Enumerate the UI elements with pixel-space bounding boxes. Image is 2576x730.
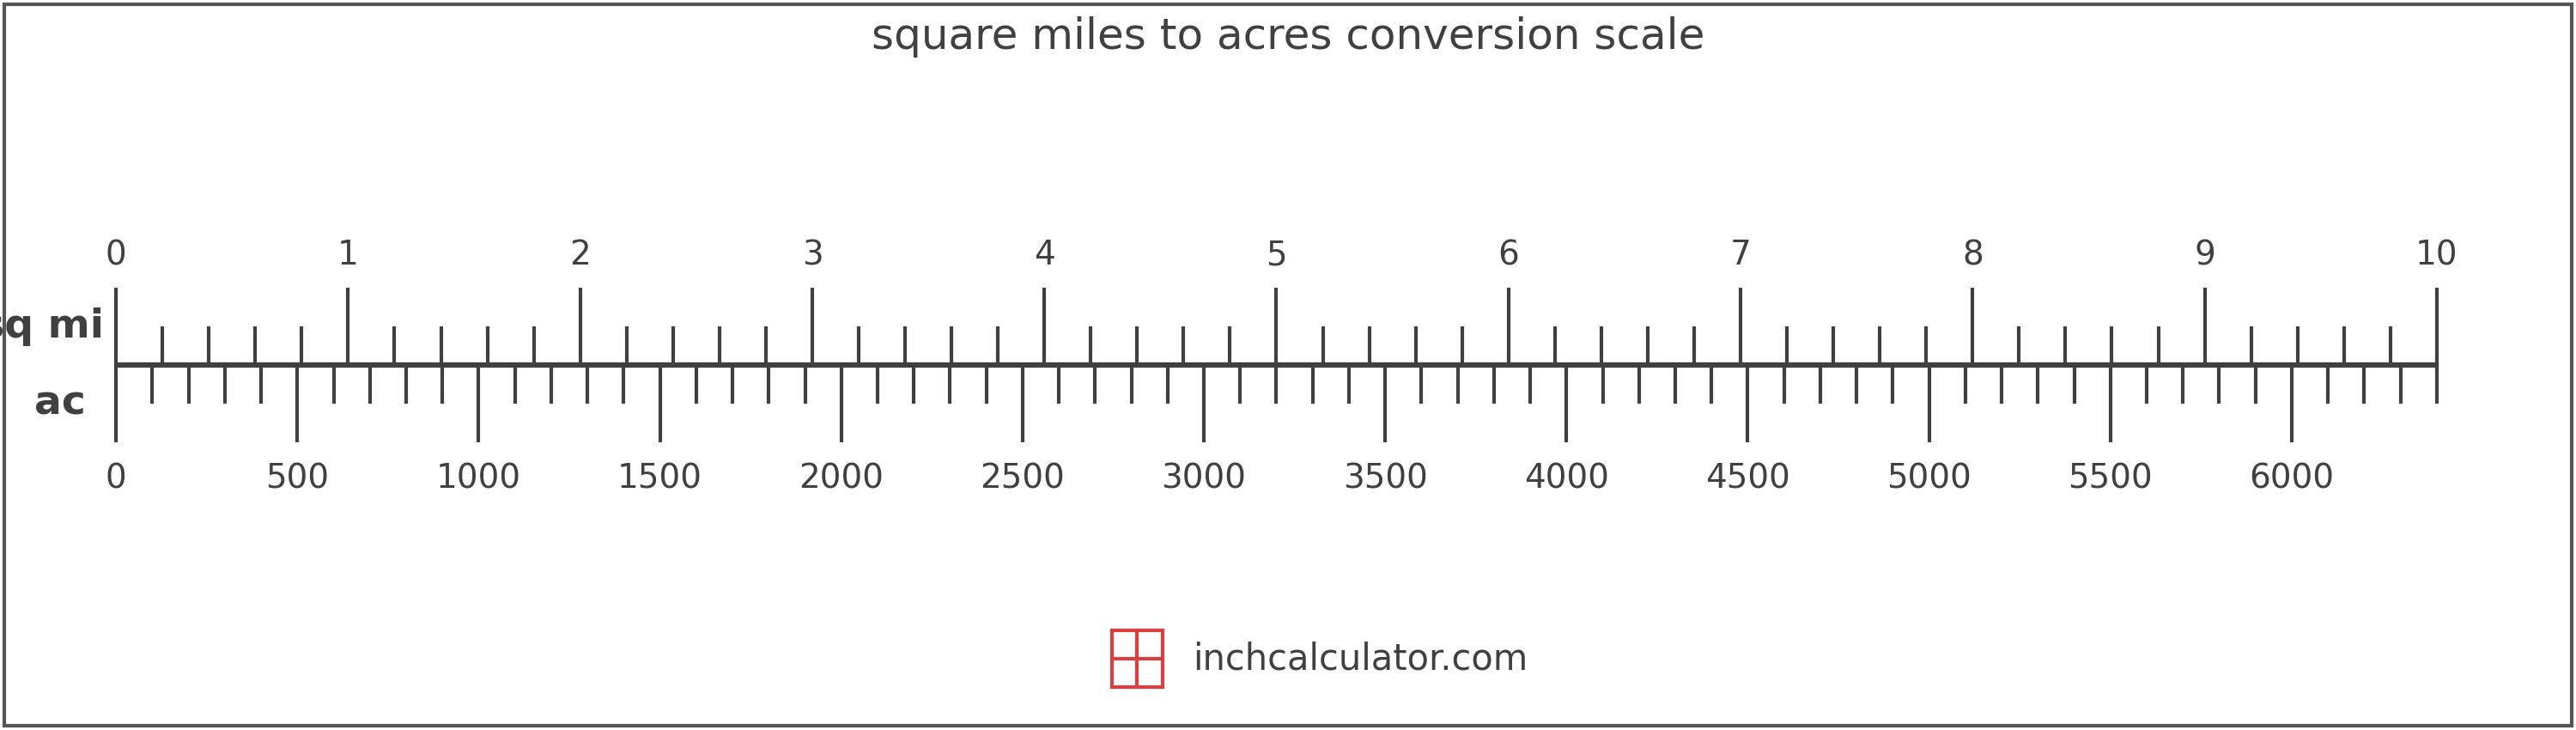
Text: 8: 8 — [1963, 239, 1984, 272]
Text: ac: ac — [33, 384, 85, 423]
Text: 10: 10 — [2416, 239, 2458, 272]
Text: 1: 1 — [337, 239, 358, 272]
Text: 1000: 1000 — [435, 462, 520, 495]
Text: 3500: 3500 — [1342, 462, 1427, 495]
Text: 6: 6 — [1497, 239, 1520, 272]
Text: 3000: 3000 — [1162, 462, 1247, 495]
Text: 2: 2 — [569, 239, 590, 272]
Text: 4500: 4500 — [1705, 462, 1790, 495]
Text: sq mi: sq mi — [0, 307, 103, 346]
Text: 7: 7 — [1731, 239, 1752, 272]
Text: 0: 0 — [106, 239, 126, 272]
Text: square miles to acres conversion scale: square miles to acres conversion scale — [871, 16, 1705, 58]
Text: 5500: 5500 — [2069, 462, 2154, 495]
Text: 1500: 1500 — [618, 462, 703, 495]
Text: 0: 0 — [106, 462, 126, 495]
Text: 2000: 2000 — [799, 462, 884, 495]
Text: 9: 9 — [2195, 239, 2215, 272]
Text: 500: 500 — [265, 462, 330, 495]
Text: 5000: 5000 — [1886, 462, 1971, 495]
Text: 4: 4 — [1033, 239, 1056, 272]
Text: inchcalculator.com: inchcalculator.com — [1193, 641, 1528, 677]
Text: 2500: 2500 — [979, 462, 1064, 495]
Text: 6000: 6000 — [2249, 462, 2334, 495]
Text: 5: 5 — [1265, 239, 1288, 272]
Text: 4000: 4000 — [1525, 462, 1610, 495]
Bar — [1113, 631, 1162, 688]
Text: 3: 3 — [801, 239, 822, 272]
